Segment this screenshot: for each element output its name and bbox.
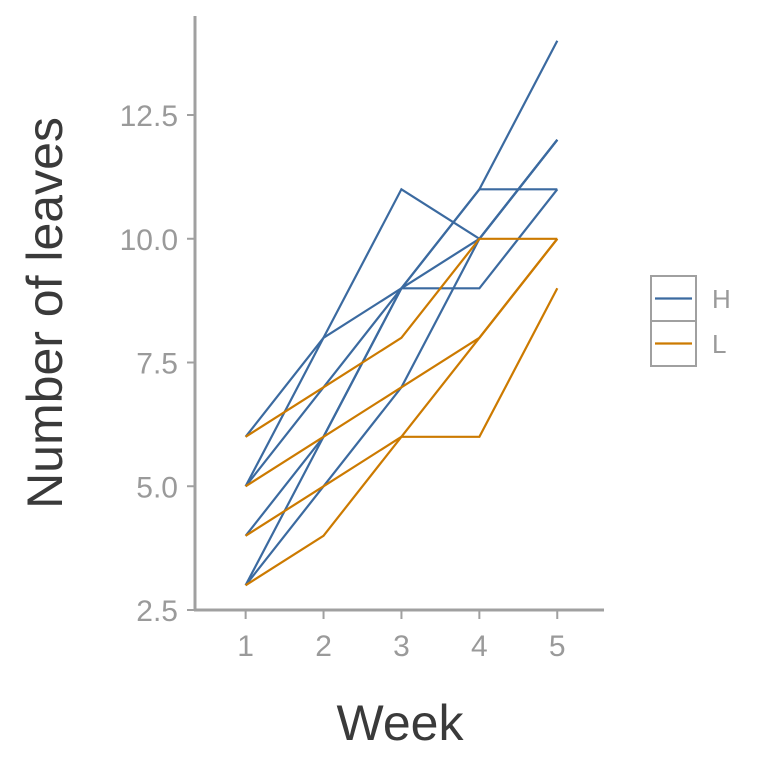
y-tick-label: 2.5 [136, 595, 178, 628]
x-axis-title: Week [337, 695, 465, 751]
series-H-line-6 [244, 40, 559, 586]
x-tick-label: 5 [549, 630, 566, 663]
x-tick-label: 3 [393, 630, 410, 663]
legend-label-L: L [712, 329, 726, 359]
y-tick-label: 12.5 [120, 100, 178, 133]
y-axis-title: Number of leaves [17, 117, 73, 509]
x-ticks: 1 2 3 4 5 [237, 610, 566, 663]
x-tick-label: 1 [237, 630, 254, 663]
series-H-line-5 [244, 139, 559, 586]
series-H-line-2 [244, 139, 559, 487]
series-L-line-2 [245, 238, 559, 488]
y-tick-label: 5.0 [136, 471, 178, 504]
legend: HL [650, 275, 731, 367]
legend-label-H: H [712, 284, 731, 314]
y-tick-label: 10.0 [120, 224, 178, 257]
y-tick-label: 7.5 [136, 348, 178, 381]
x-tick-label: 2 [315, 630, 332, 663]
series-H-line-4 [244, 188, 558, 537]
y-ticks: 2.5 5.0 7.5 10.0 12.5 [120, 100, 195, 628]
x-tick-label: 4 [471, 630, 488, 663]
series-L-line-4 [245, 287, 559, 587]
series-L-line-1 [245, 237, 558, 438]
series-lines [244, 40, 559, 587]
